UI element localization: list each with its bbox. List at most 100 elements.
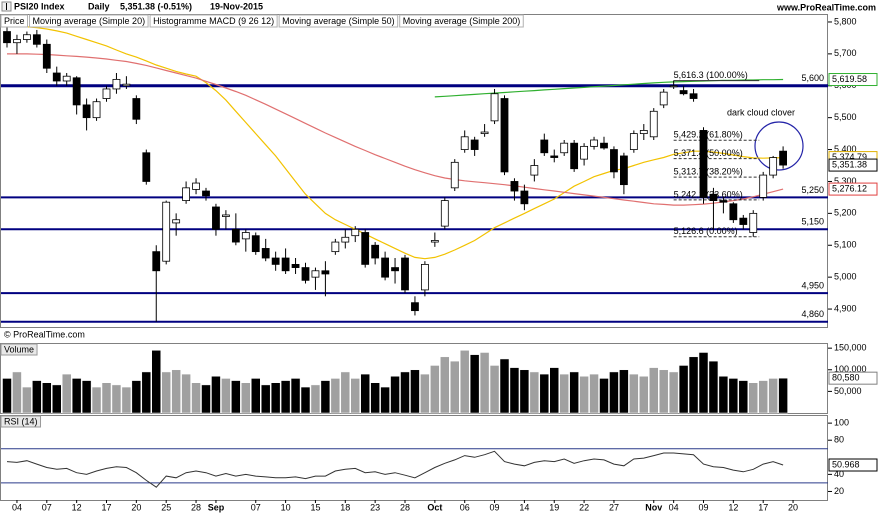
volume-bar: [599, 378, 609, 414]
candle-body: [729, 203, 738, 221]
volume-bar: [191, 382, 201, 414]
x-tick-label: 23: [370, 502, 380, 512]
volume-bar: [728, 378, 739, 414]
legend-entry: Moving average (Simple 20): [33, 16, 146, 26]
annotation: dark cloud clover: [727, 107, 795, 117]
x-tick-label: 14: [519, 502, 529, 512]
volume-bar: [330, 378, 341, 414]
volume-bar: [698, 352, 709, 414]
value-tag: [828, 182, 878, 196]
moving-average: [7, 53, 784, 206]
volume-bar: [310, 384, 321, 414]
last-quote: 5,351.38 (-0.51%): [120, 1, 192, 11]
candle-body: [281, 257, 290, 272]
y-tick-label: 5,200: [834, 208, 857, 218]
volume-bar: [440, 356, 450, 414]
volume-bar: [778, 377, 788, 414]
candle-body: [679, 90, 688, 95]
value-tag: [828, 158, 878, 172]
volume-bar: [479, 352, 490, 414]
value-tag: [828, 458, 878, 472]
y-tick-label: 40: [834, 469, 844, 479]
volume-bar: [758, 380, 768, 414]
volume-bar: [171, 369, 181, 414]
volume-bar: [390, 376, 400, 414]
volume-bar: [738, 380, 749, 414]
candle-body: [112, 78, 121, 90]
support-level-label: 4,950: [801, 280, 824, 290]
candle-body: [620, 155, 628, 186]
x-tick-label: 18: [340, 502, 350, 512]
volume-bar: [489, 365, 500, 414]
volume-bar: [589, 373, 599, 414]
rsi-line: [6, 450, 784, 488]
x-tick-label: 04: [12, 502, 22, 512]
volume-bar: [748, 382, 758, 414]
volume-bar: [629, 373, 639, 414]
x-tick-label: 17: [101, 502, 111, 512]
candle-body: [610, 149, 618, 173]
volume-bar: [111, 384, 122, 414]
volume-bar: [161, 371, 171, 414]
value-tag-label: 5,619.58: [832, 74, 867, 84]
y-tick-label: 5,400: [834, 144, 857, 154]
candle-body: [72, 77, 81, 106]
volume-bar: [141, 371, 152, 414]
volume-bar: [499, 358, 510, 414]
value-tag-label: 50.968: [832, 459, 860, 469]
value-tag: [828, 73, 878, 87]
volume-bar: [320, 380, 331, 414]
volume-bar: [649, 367, 659, 414]
candle-body: [251, 235, 260, 253]
support-level-label: 5,150: [801, 217, 824, 227]
volume-bar: [519, 369, 530, 414]
panel-title: Volume: [4, 344, 34, 354]
candle-body: [341, 236, 350, 243]
legend-entry: Moving average (Simple 50): [282, 16, 395, 26]
candle-body: [391, 267, 399, 272]
volume-bar: [280, 380, 291, 414]
x-tick-label: 04: [669, 502, 679, 512]
instrument-title: PSI20 Index: [14, 1, 65, 11]
volume-bar: [101, 382, 112, 414]
candle-body: [520, 190, 529, 205]
candle-body: [590, 139, 598, 147]
volume-bar: [260, 384, 271, 414]
candle-body: [122, 83, 131, 87]
legend-entry: Price: [4, 16, 25, 26]
volume-bar: [290, 378, 301, 414]
x-tick-label: 19: [549, 502, 559, 512]
candle-body: [52, 72, 61, 82]
volume-bar: [718, 376, 729, 414]
volume-bar: [529, 371, 540, 414]
candle-body: [32, 34, 41, 45]
candle-body: [530, 165, 539, 176]
x-tick-label: Nov: [645, 502, 662, 512]
x-tick-label: 25: [161, 502, 171, 512]
value-tag-label: 5,276.12: [832, 183, 867, 193]
support-level-label: 5,250: [801, 185, 824, 195]
volume-bar: [360, 373, 370, 414]
candle-body: [3, 31, 11, 44]
value-tag-label: 5,351.38: [832, 159, 867, 169]
legend-box: [399, 14, 524, 28]
candle-body: [411, 302, 419, 312]
candle-body: [600, 142, 608, 149]
candle-body: [351, 228, 360, 237]
candle-body: [749, 212, 758, 233]
volume-bar: [579, 376, 589, 414]
y-tick-label: 20: [834, 486, 844, 496]
candle-body: [719, 200, 728, 203]
candle-body: [649, 110, 658, 138]
candle-body: [699, 130, 708, 198]
support-level-label: 5,600: [801, 73, 824, 83]
volume-bar: [340, 371, 351, 414]
candle-body: [420, 263, 429, 291]
volume-bar: [32, 380, 42, 414]
volume-bar: [430, 365, 440, 414]
volume-bar: [639, 376, 649, 414]
candle-body: [470, 139, 479, 150]
y-tick-label: 50,000: [834, 386, 862, 396]
candle-body: [182, 187, 191, 201]
